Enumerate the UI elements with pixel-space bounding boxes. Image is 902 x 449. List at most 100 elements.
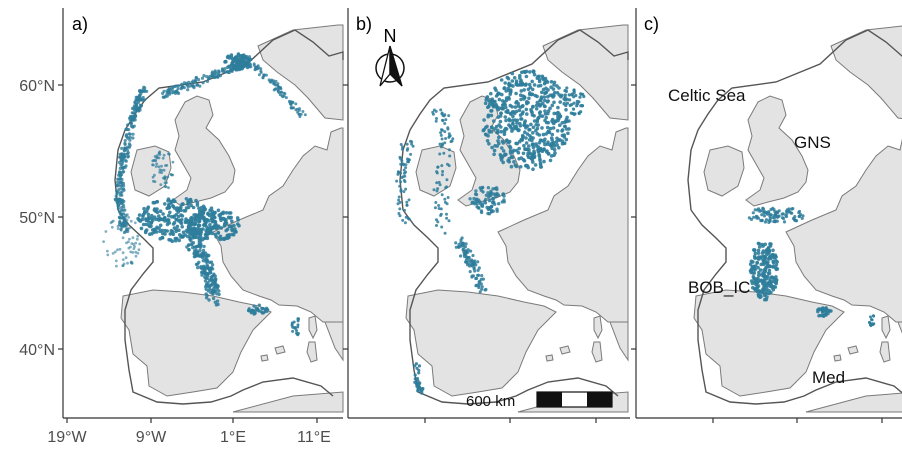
survey-point bbox=[780, 216, 785, 220]
survey-point bbox=[767, 291, 771, 296]
survey-point bbox=[399, 143, 403, 146]
survey-point bbox=[472, 266, 476, 270]
survey-point bbox=[492, 152, 496, 157]
survey-point bbox=[123, 139, 127, 143]
survey-point bbox=[526, 100, 530, 105]
survey-point bbox=[154, 217, 158, 222]
survey-point bbox=[471, 253, 475, 258]
survey-point bbox=[203, 218, 208, 223]
survey-point bbox=[111, 252, 115, 255]
survey-point bbox=[769, 207, 773, 212]
survey-point bbox=[176, 87, 180, 91]
survey-point bbox=[500, 106, 504, 111]
survey-point bbox=[508, 103, 513, 108]
x-tick-1e: 1°E bbox=[220, 429, 246, 446]
survey-point bbox=[465, 260, 469, 265]
survey-point bbox=[291, 325, 295, 329]
survey-point bbox=[134, 254, 138, 258]
survey-point bbox=[503, 115, 508, 119]
survey-point bbox=[542, 147, 546, 151]
survey-point bbox=[487, 128, 491, 133]
survey-point bbox=[259, 71, 263, 74]
survey-point bbox=[166, 175, 170, 179]
survey-point bbox=[543, 112, 548, 116]
survey-point bbox=[296, 317, 300, 321]
survey-point bbox=[468, 197, 472, 201]
survey-point bbox=[762, 214, 766, 218]
survey-point bbox=[470, 263, 474, 267]
survey-point bbox=[227, 211, 232, 215]
survey-point bbox=[162, 217, 167, 222]
survey-point bbox=[155, 154, 159, 157]
survey-point bbox=[138, 89, 142, 93]
survey-point bbox=[440, 193, 444, 197]
survey-point bbox=[402, 168, 406, 172]
panel-label-a: a) bbox=[72, 14, 88, 34]
survey-point bbox=[212, 287, 216, 291]
survey-point bbox=[133, 245, 136, 248]
survey-point bbox=[117, 171, 121, 175]
survey-point bbox=[196, 265, 200, 270]
survey-point bbox=[126, 123, 130, 127]
survey-point bbox=[565, 97, 569, 101]
survey-point bbox=[194, 253, 199, 258]
survey-point bbox=[120, 157, 125, 161]
survey-point bbox=[201, 208, 205, 213]
survey-point bbox=[403, 221, 407, 225]
survey-point bbox=[767, 268, 772, 273]
survey-point bbox=[476, 260, 480, 264]
survey-point bbox=[274, 79, 278, 83]
survey-point bbox=[752, 271, 756, 275]
survey-point bbox=[234, 55, 239, 59]
survey-point bbox=[443, 122, 447, 125]
survey-point bbox=[749, 279, 754, 283]
survey-point bbox=[511, 127, 516, 131]
survey-point bbox=[533, 163, 538, 167]
survey-point bbox=[116, 204, 120, 208]
survey-point bbox=[552, 80, 557, 85]
survey-point bbox=[515, 121, 519, 125]
survey-point bbox=[434, 119, 438, 123]
survey-point bbox=[472, 196, 476, 201]
survey-point bbox=[204, 292, 208, 296]
survey-point bbox=[129, 219, 133, 223]
survey-point bbox=[438, 152, 442, 156]
survey-point bbox=[490, 103, 495, 107]
survey-point bbox=[489, 109, 493, 113]
survey-point bbox=[127, 132, 131, 136]
survey-point bbox=[210, 231, 214, 236]
survey-point bbox=[500, 103, 505, 107]
survey-point bbox=[106, 253, 110, 257]
survey-point bbox=[202, 74, 206, 78]
survey-point bbox=[122, 184, 126, 188]
survey-point bbox=[413, 377, 417, 381]
survey-point bbox=[120, 177, 124, 182]
survey-point bbox=[756, 279, 761, 284]
survey-point bbox=[123, 142, 127, 146]
survey-point bbox=[530, 110, 534, 115]
survey-point bbox=[756, 251, 761, 255]
survey-point bbox=[223, 217, 227, 222]
survey-point bbox=[129, 250, 133, 254]
survey-point bbox=[774, 279, 779, 284]
survey-point bbox=[124, 164, 128, 168]
survey-point bbox=[161, 212, 165, 216]
survey-point bbox=[420, 391, 424, 395]
survey-point bbox=[158, 168, 162, 172]
survey-point bbox=[214, 303, 219, 307]
survey-point bbox=[131, 251, 135, 254]
survey-point bbox=[781, 212, 785, 216]
survey-point bbox=[173, 238, 178, 243]
survey-point bbox=[483, 132, 488, 137]
survey-point bbox=[762, 288, 766, 293]
survey-point bbox=[205, 228, 210, 232]
survey-point bbox=[119, 184, 123, 188]
survey-point bbox=[118, 210, 122, 214]
survey-point bbox=[797, 214, 802, 218]
survey-point bbox=[282, 91, 286, 95]
survey-point bbox=[444, 118, 448, 122]
survey-point bbox=[170, 239, 175, 243]
survey-point bbox=[497, 91, 501, 96]
survey-point bbox=[552, 90, 557, 95]
survey-point bbox=[751, 286, 755, 290]
